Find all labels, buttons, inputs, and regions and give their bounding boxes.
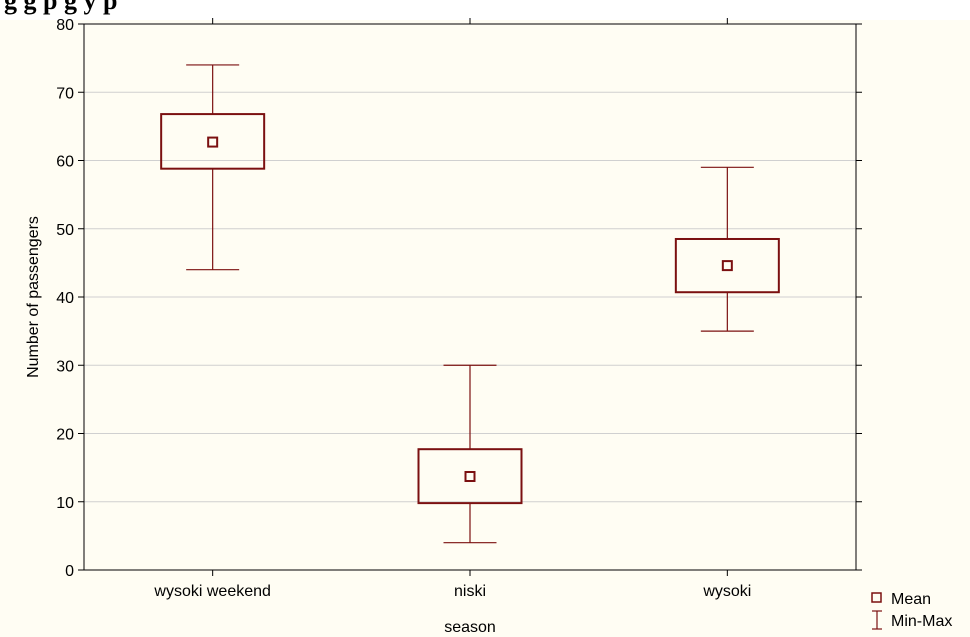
legend-mean-symbol xyxy=(871,592,882,603)
mean-marker xyxy=(207,136,219,148)
box-rect xyxy=(674,237,780,294)
boxes-layer xyxy=(160,64,780,544)
x-tick-label: niski xyxy=(454,583,486,600)
x-axis: wysoki weekend niski wysoki xyxy=(153,18,751,600)
y-tick-label: 70 xyxy=(56,85,74,102)
y-axis: 0 10 20 30 40 50 60 70 80 xyxy=(56,17,862,580)
y-tick-label: 20 xyxy=(56,427,74,444)
legend: Mean Min-Max xyxy=(871,591,952,630)
caption-fragment-strip: g g p g y p xyxy=(0,0,970,20)
y-axis-title: Number of passengers xyxy=(25,216,42,378)
box-wysoki-weekend xyxy=(160,64,266,271)
mean-marker xyxy=(464,470,476,482)
box-rect xyxy=(160,113,266,170)
box-niski xyxy=(417,364,523,544)
mean-marker xyxy=(721,260,733,272)
y-tick-label: 80 xyxy=(56,17,74,34)
y-tick-label: 60 xyxy=(56,154,74,171)
x-tick-label: wysoki xyxy=(702,583,751,600)
box-rect xyxy=(417,448,523,505)
legend-mean-label: Mean xyxy=(891,591,931,608)
y-tick-label: 40 xyxy=(56,290,74,307)
y-tick-label: 0 xyxy=(65,563,74,580)
caption-fragment: g g p g y p xyxy=(4,0,118,15)
y-tick-label: 30 xyxy=(56,358,74,375)
y-tick-label: 10 xyxy=(56,495,74,512)
legend-minmax-label: Min-Max xyxy=(891,613,952,630)
x-tick-label: wysoki weekend xyxy=(153,583,271,600)
x-axis-title: season xyxy=(444,619,496,636)
box-wysoki xyxy=(674,166,780,332)
y-tick-label: 50 xyxy=(56,222,74,239)
